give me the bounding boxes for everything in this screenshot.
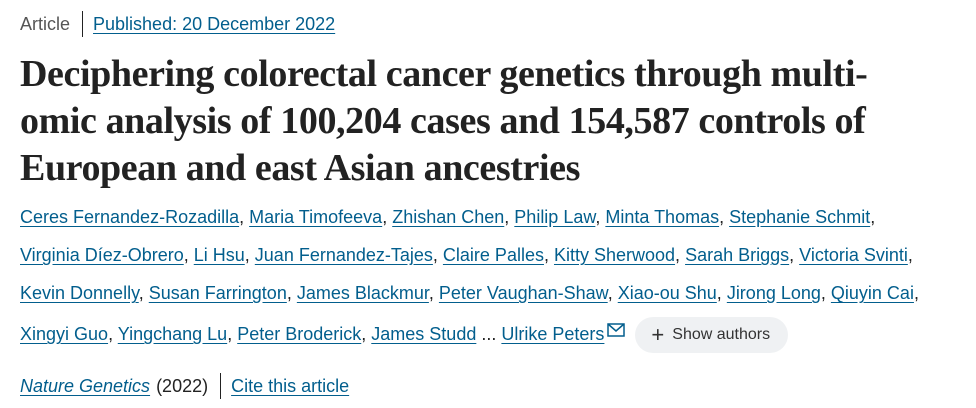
article-title: Deciphering colorectal cancer genetics t… — [20, 53, 868, 189]
author-separator: , — [108, 324, 118, 344]
author-separator: , — [607, 283, 618, 303]
author-link[interactable]: Li Hsu — [193, 245, 245, 265]
author-separator: , — [244, 245, 255, 265]
article-meta: Article Published: 20 December 2022 — [20, 11, 335, 37]
author-separator: , — [719, 207, 730, 227]
author-link[interactable]: Susan Farrington — [148, 283, 287, 303]
author-link[interactable]: Juan Fernandez-Tajes — [254, 245, 433, 265]
author-separator: , — [227, 324, 238, 344]
author-link[interactable]: Xiao-ou Shu — [617, 283, 717, 303]
cite-article-link[interactable]: Cite this article — [231, 375, 350, 396]
author-link[interactable]: Virginia Díez-Obrero — [20, 245, 184, 265]
author-separator: , — [428, 283, 439, 303]
author-link[interactable]: James Blackmur — [296, 283, 429, 303]
author-link[interactable]: Peter Vaughan-Shaw — [438, 283, 608, 303]
author-link[interactable]: James Studd — [371, 324, 477, 344]
author-separator: , — [361, 324, 372, 344]
author-separator: , — [716, 283, 727, 303]
publication-year: (2022) — [156, 375, 209, 396]
author-link[interactable]: Xingyi Guo — [20, 324, 109, 344]
author-separator: , — [504, 207, 515, 227]
author-separator: , — [907, 245, 913, 265]
author-link[interactable]: Jirong Long — [726, 283, 821, 303]
journal-link[interactable]: Nature Genetics — [20, 375, 151, 396]
show-authors-button[interactable]: + Show authors — [635, 317, 789, 354]
author-separator: , — [239, 207, 250, 227]
divider — [82, 11, 84, 37]
published-date-link[interactable]: Published: 20 December 2022 — [93, 13, 336, 34]
author-link[interactable]: Minta Thomas — [605, 207, 720, 227]
author-link[interactable]: Kitty Sherwood — [553, 245, 676, 265]
author-link[interactable]: Sarah Briggs — [685, 245, 790, 265]
author-separator: , — [138, 283, 149, 303]
author-separator: , — [870, 207, 876, 227]
author-separator: , — [789, 245, 800, 265]
author-link[interactable]: Ceres Fernandez-Rozadilla — [20, 207, 240, 227]
author-link[interactable]: Victoria Svinti — [799, 245, 908, 265]
corresponding-author-link[interactable]: Ulrike Peters — [501, 324, 605, 344]
author-separator: , — [286, 283, 297, 303]
author-link[interactable]: Stephanie Schmit — [729, 207, 871, 227]
author-separator: , — [675, 245, 686, 265]
author-separator: , — [432, 245, 443, 265]
author-list: Ceres Fernandez-Rozadilla, Maria Timofee… — [20, 198, 960, 354]
citation-row: Nature Genetics (2022) Cite this article — [20, 373, 349, 399]
author-separator: , — [382, 207, 393, 227]
author-link[interactable]: Kevin Donnelly — [20, 283, 139, 303]
author-separator: , — [183, 245, 194, 265]
show-authors-label: Show authors — [672, 326, 771, 344]
plus-icon: + — [651, 322, 665, 348]
author-link[interactable]: Qiuyin Cai — [830, 283, 914, 303]
author-link[interactable]: Claire Palles — [442, 245, 544, 265]
author-separator: , — [543, 245, 554, 265]
author-link[interactable]: Peter Broderick — [237, 324, 362, 344]
author-separator: , — [913, 283, 919, 303]
author-link[interactable]: Maria Timofeeva — [249, 207, 383, 227]
divider — [220, 373, 222, 399]
article-type: Article — [20, 13, 71, 34]
author-ellipsis: ... — [481, 324, 497, 344]
author-link[interactable]: Yingchang Lu — [117, 324, 228, 344]
author-separator: , — [595, 207, 606, 227]
author-link[interactable]: Philip Law — [514, 207, 596, 227]
author-separator: , — [820, 283, 831, 303]
author-link[interactable]: Zhishan Chen — [392, 207, 505, 227]
mail-icon[interactable] — [607, 312, 626, 350]
